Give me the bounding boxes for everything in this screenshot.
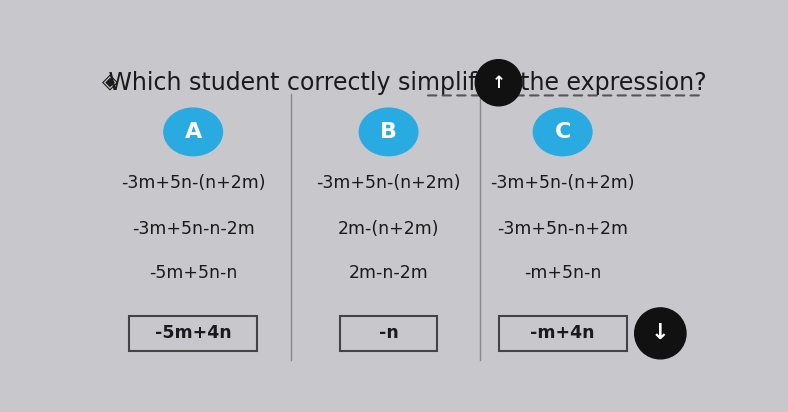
Text: -5m+5n-n: -5m+5n-n <box>149 264 237 282</box>
Text: -m+4n: -m+4n <box>530 324 595 342</box>
Text: -3m+5n-n-2m: -3m+5n-n-2m <box>132 220 255 238</box>
Text: -3m+5n-(n+2m): -3m+5n-(n+2m) <box>121 174 266 192</box>
Ellipse shape <box>475 60 522 106</box>
Text: B: B <box>380 122 397 142</box>
Ellipse shape <box>634 308 686 359</box>
Text: -3m+5n-n+2m: -3m+5n-n+2m <box>497 220 628 238</box>
Text: -3m+5n-(n+2m): -3m+5n-(n+2m) <box>316 174 461 192</box>
FancyBboxPatch shape <box>499 316 626 351</box>
Text: -3m+5n-(n+2m): -3m+5n-(n+2m) <box>490 174 635 192</box>
Text: C: C <box>555 122 571 142</box>
Text: Which student correctly simplified the expression?: Which student correctly simplified the e… <box>101 71 707 95</box>
Text: 2m-(n+2m): 2m-(n+2m) <box>338 220 440 238</box>
Text: A: A <box>184 122 202 142</box>
Text: ↓: ↓ <box>651 323 670 343</box>
Text: ↑: ↑ <box>492 74 505 92</box>
Text: ◈: ◈ <box>102 73 117 93</box>
Ellipse shape <box>164 108 222 156</box>
FancyBboxPatch shape <box>340 316 437 351</box>
Text: -5m+4n: -5m+4n <box>155 324 232 342</box>
FancyBboxPatch shape <box>129 316 257 351</box>
Ellipse shape <box>359 108 418 156</box>
Ellipse shape <box>533 108 592 156</box>
Text: 2m-n-2m: 2m-n-2m <box>349 264 429 282</box>
Text: -m+5n-n: -m+5n-n <box>524 264 601 282</box>
Text: -n: -n <box>379 324 399 342</box>
